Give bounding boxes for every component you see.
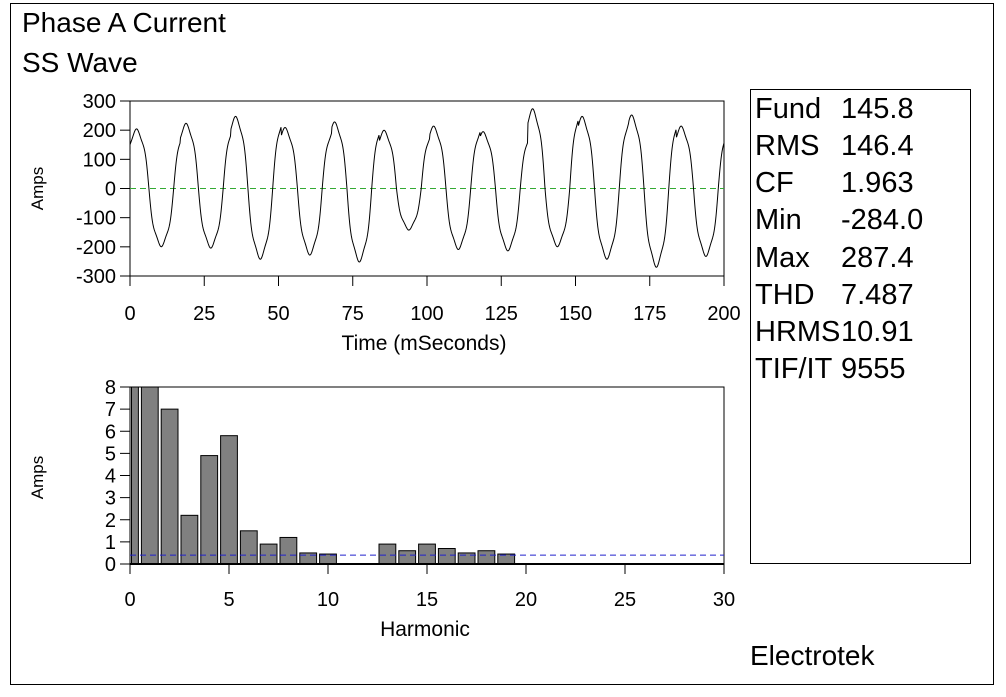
harmonic-bar-14 xyxy=(398,550,417,565)
stat-label: CF xyxy=(755,167,794,199)
figure-frame xyxy=(10,3,994,685)
waveform-series-line xyxy=(129,108,725,268)
harmonic-bar-2 xyxy=(160,408,179,565)
harmonic-ytick-label: 6 xyxy=(105,421,116,443)
waveform-xtick-label: 75 xyxy=(342,303,364,325)
harmonic-ytick-label: 7 xyxy=(105,399,116,421)
waveform-ytick-label: 300 xyxy=(83,91,116,113)
stat-label: THD xyxy=(755,279,815,311)
harmonic-xtick-label: 15 xyxy=(416,589,438,611)
waveform-xtick-label: 100 xyxy=(410,303,443,325)
stat-label: Max xyxy=(755,242,810,274)
harmonic-bar-15 xyxy=(418,543,436,565)
harmonic-y-axis-label: Amps xyxy=(28,456,47,499)
stat-label: Min xyxy=(755,204,802,236)
waveform-xtick-label: 50 xyxy=(267,303,289,325)
harmonic-bar-8 xyxy=(279,536,298,565)
brand-label: Electrotek xyxy=(750,640,875,671)
harmonic-ytick-label: 0 xyxy=(105,554,116,576)
stats-panel: Fund 145.8 RMS 146.4 CF 1.963 Min -284.0… xyxy=(750,89,971,564)
waveform-ytick-label: 200 xyxy=(83,120,116,142)
harmonic-ytick-label: 2 xyxy=(105,510,116,532)
harmonic-ytick-label: 4 xyxy=(105,466,116,488)
harmonic-bar-3 xyxy=(180,514,199,565)
waveform-xtick-label: 150 xyxy=(559,303,592,325)
stat-value: 145.8 xyxy=(841,93,914,125)
harmonic-bar-6 xyxy=(239,530,258,565)
harmonic-bar-4 xyxy=(200,455,219,565)
harmonic-xtick-label: 0 xyxy=(124,589,135,611)
stat-value: 1.963 xyxy=(841,167,914,199)
stat-value: 7.487 xyxy=(841,279,914,311)
stat-label: TIF/IT xyxy=(755,353,833,385)
harmonic-bar-7 xyxy=(259,543,278,565)
harmonic-xtick-label: 20 xyxy=(515,589,537,611)
stat-label: Fund xyxy=(755,93,822,125)
harmonic-ytick-label: 5 xyxy=(105,443,116,465)
harmonic-bar-9 xyxy=(299,552,318,565)
harmonic-bar-13 xyxy=(378,543,397,565)
harmonic-bar-16 xyxy=(437,548,456,565)
waveform-y-axis-label: Amps xyxy=(28,167,47,210)
harmonic-bar-5 xyxy=(220,435,238,565)
waveform-ytick-label: 0 xyxy=(105,179,116,201)
stat-label: RMS xyxy=(755,130,820,162)
harmonic-bar-0 xyxy=(131,386,139,565)
stat-value: 10.91 xyxy=(841,316,914,348)
harmonic-ytick-label: 1 xyxy=(105,532,116,554)
waveform-ytick-label: -300 xyxy=(76,266,116,288)
harmonic-xtick-label: 25 xyxy=(614,589,636,611)
harmonic-x-axis-label: Harmonic xyxy=(380,618,470,641)
waveform-xtick-label: 0 xyxy=(124,303,135,325)
stat-value: 287.4 xyxy=(841,242,914,274)
stat-label: HRMS xyxy=(755,316,841,348)
waveform-xtick-label: 200 xyxy=(707,303,740,325)
harmonic-plot-frame xyxy=(129,386,725,565)
stat-value: -284.0 xyxy=(841,204,924,236)
waveform-xtick-label: 25 xyxy=(193,303,215,325)
waveform-xtick-label: 125 xyxy=(485,303,518,325)
waveform-xtick-label: 175 xyxy=(633,303,666,325)
stat-value: 146.4 xyxy=(841,130,914,162)
harmonic-bar-18 xyxy=(477,550,496,565)
stat-value: 9555 xyxy=(841,353,906,385)
waveform-ytick-label: -100 xyxy=(76,208,116,230)
harmonic-bar-17 xyxy=(457,552,476,565)
harmonic-bar-1 xyxy=(140,386,159,565)
chart-title: Phase A Current xyxy=(22,7,226,38)
harmonic-ytick-label: 3 xyxy=(105,488,116,510)
waveform-ytick-label: -200 xyxy=(76,237,116,259)
harmonic-xtick-label: 5 xyxy=(223,589,234,611)
waveform-x-axis-label: Time (mSeconds) xyxy=(342,332,507,355)
waveform-ytick-label: 100 xyxy=(83,149,116,171)
harmonic-ytick-label: 8 xyxy=(105,377,116,399)
chart-subtitle: SS Wave xyxy=(22,47,138,78)
harmonic-xtick-label: 10 xyxy=(317,589,339,611)
harmonic-xtick-label: 30 xyxy=(713,589,735,611)
